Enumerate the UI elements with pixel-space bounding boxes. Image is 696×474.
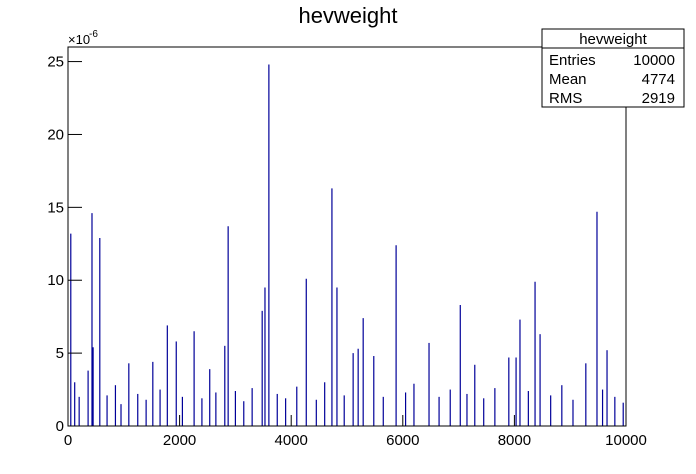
y-tick-label: 15 <box>47 199 64 216</box>
stats-box: hevweight Entries 10000 Mean 4774 RMS 29… <box>541 28 685 108</box>
y-tick-label: 25 <box>47 54 64 71</box>
stats-value: 2919 <box>642 90 675 107</box>
stats-label: Mean <box>549 71 587 88</box>
chart-title: hevweight <box>298 3 397 28</box>
x-tick-label: 0 <box>64 432 72 449</box>
stats-label: Entries <box>549 52 596 69</box>
stats-value: 4774 <box>642 71 675 88</box>
x-tick-label: 4000 <box>275 432 308 449</box>
plot-frame <box>67 46 627 427</box>
y-tick-label: 0 <box>56 418 64 435</box>
stats-value: 10000 <box>633 52 675 69</box>
x-tick-label: 6000 <box>386 432 419 449</box>
x-tick-label: 10000 <box>605 432 647 449</box>
stats-frame <box>541 28 685 108</box>
stats-label: RMS <box>549 90 582 107</box>
y-tick-label: 10 <box>47 272 64 289</box>
x-tick-label: 2000 <box>163 432 196 449</box>
y-tick-label: 20 <box>47 126 64 143</box>
x-tick-label: 8000 <box>498 432 531 449</box>
y-scale-base: ×10 <box>68 32 90 47</box>
y-scale-exponent: -6 <box>89 29 98 40</box>
y-tick-label: 5 <box>56 345 64 362</box>
stats-title: hevweight <box>579 31 647 48</box>
